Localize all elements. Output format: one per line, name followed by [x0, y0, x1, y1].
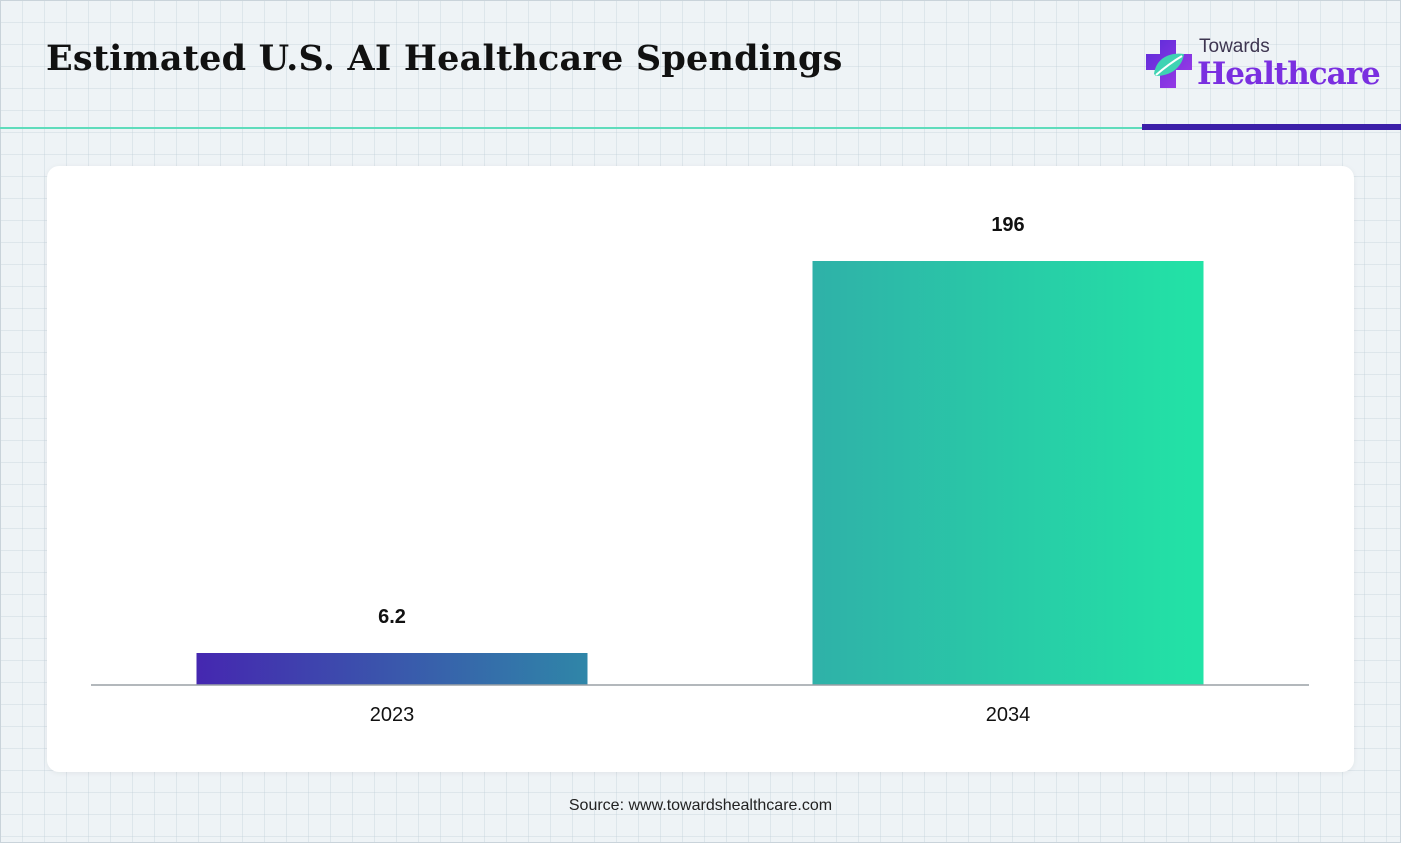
logo-towards-text: Towards: [1199, 36, 1270, 57]
medical-cross-leaf-icon: [1146, 40, 1192, 88]
towards-healthcare-logo[interactable]: Towards Healthcare: [1144, 36, 1381, 96]
bar-2023: [196, 653, 588, 685]
data-label-2034: 196: [991, 214, 1024, 236]
page-title: Estimated U.S. AI Healthcare Spendings: [46, 38, 843, 79]
x-tick-label-2034: 2034: [986, 704, 1031, 726]
x-tick-label-2023: 2023: [370, 704, 415, 726]
bar-chart: 6.2 2023 196 2034: [91, 214, 1309, 726]
chart-card: 6.2 2023 196 2034: [47, 166, 1354, 772]
data-label-2023: 6.2: [378, 606, 406, 628]
bar-2034: [812, 261, 1204, 685]
source-note: Source: www.towardshealthcare.com: [0, 797, 1401, 815]
source-text: Source: www.towardshealthcare.com: [568, 797, 833, 814]
header-divider-green: [0, 127, 1142, 129]
header-divider-purple: [1142, 124, 1401, 130]
logo-healthcare-text: Healthcare: [1197, 56, 1381, 92]
